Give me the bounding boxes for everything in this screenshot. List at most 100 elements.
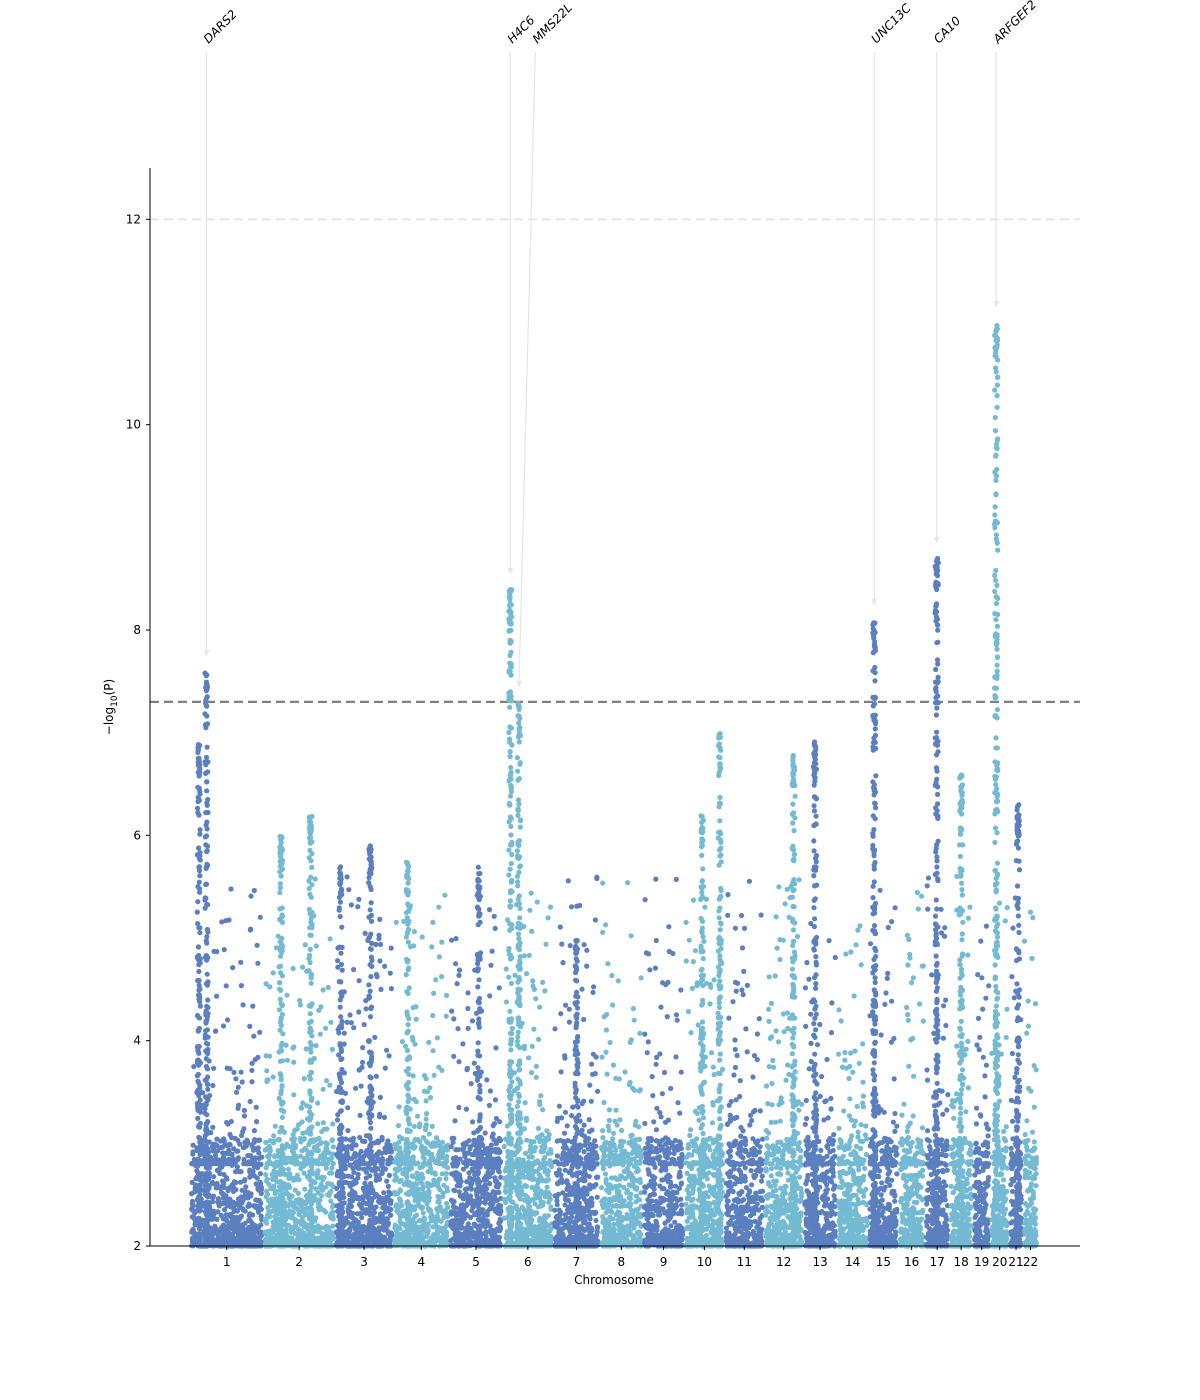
- snp-point: [330, 1121, 336, 1127]
- snp-point: [392, 1166, 398, 1172]
- snp-point: [233, 1179, 239, 1186]
- snp-point: [270, 970, 276, 976]
- snp-point: [329, 1165, 335, 1171]
- snp-point: [487, 993, 493, 999]
- snp-point: [286, 1166, 292, 1172]
- snp-point: [426, 1131, 432, 1137]
- snp-point: [295, 1219, 302, 1225]
- snp-point: [425, 1169, 431, 1175]
- snp-point: [241, 1107, 247, 1113]
- snp-point: [545, 1190, 552, 1196]
- snp-point: [221, 1184, 227, 1190]
- significance-lines: [150, 218, 1080, 703]
- snp-point: [328, 1156, 334, 1163]
- snp-point: [358, 1083, 364, 1089]
- snp-point: [483, 1173, 489, 1179]
- snp-point: [249, 1060, 255, 1066]
- snp-point: [214, 1136, 220, 1142]
- snp-point: [348, 1020, 354, 1026]
- snp-point: [255, 1209, 262, 1215]
- snp-point: [453, 1237, 459, 1243]
- snp-point: [420, 1154, 426, 1160]
- snp-point: [268, 1196, 274, 1202]
- snp-point: [581, 1214, 587, 1220]
- snp-point: [285, 1203, 291, 1209]
- snp-point: [335, 958, 341, 964]
- snp-point: [426, 1207, 432, 1213]
- snp-point: [242, 1229, 248, 1235]
- snp-point: [258, 1229, 264, 1235]
- snp-point: [347, 1012, 353, 1018]
- snp-point: [330, 1223, 336, 1229]
- snp-point: [470, 1119, 476, 1125]
- snp-point: [247, 1174, 253, 1180]
- snp-point: [535, 1125, 542, 1131]
- snp-point: [256, 1235, 262, 1241]
- snp-point: [347, 1162, 353, 1168]
- snp-point: [266, 1154, 272, 1160]
- snp-point: [547, 904, 554, 910]
- snp-point: [392, 1225, 398, 1231]
- snp-point: [579, 1127, 585, 1133]
- snp-point: [323, 1078, 330, 1084]
- snp-point: [417, 1234, 423, 1240]
- snp-point: [266, 1181, 272, 1187]
- snp-point: [461, 1206, 467, 1212]
- snp-point: [624, 1216, 630, 1222]
- snp-point: [463, 1191, 469, 1197]
- snp-point: [240, 1207, 246, 1213]
- snp-point: [533, 1074, 539, 1080]
- snp-point: [296, 1122, 302, 1128]
- snp-point: [206, 1139, 212, 1145]
- snp-point: [428, 1143, 434, 1149]
- snp-point: [329, 1046, 335, 1052]
- snp-point: [247, 1170, 253, 1176]
- snp-point: [467, 1160, 473, 1166]
- snp-point: [245, 1234, 252, 1240]
- snp-point: [359, 1215, 365, 1221]
- snp-point: [425, 1228, 431, 1234]
- snp-point: [292, 1230, 298, 1236]
- snp-point: [270, 1074, 276, 1080]
- snp-point: [462, 1214, 468, 1220]
- snp-point: [224, 1119, 230, 1126]
- snp-point: [590, 989, 596, 996]
- snp-point: [212, 1223, 218, 1229]
- snp-point: [537, 1195, 543, 1201]
- snp-point: [373, 941, 379, 948]
- snp-point: [197, 930, 203, 936]
- snp-point: [537, 1133, 543, 1139]
- snp-point: [231, 1186, 237, 1192]
- snp-point: [350, 1138, 356, 1144]
- snp-point: [329, 1137, 335, 1143]
- snp-point: [552, 1159, 559, 1165]
- snp-point: [315, 1168, 321, 1174]
- snp-point: [588, 1161, 594, 1167]
- snp-point: [426, 1188, 432, 1195]
- snp-point: [264, 1191, 271, 1197]
- snp-point: [602, 1171, 609, 1177]
- snp-point: [257, 1029, 263, 1035]
- snp-point: [353, 1180, 359, 1186]
- snp-point: [465, 1221, 471, 1227]
- snp-point: [189, 1179, 195, 1185]
- snp-point: [594, 1194, 600, 1200]
- snp-point: [248, 893, 254, 899]
- snp-point: [560, 1226, 566, 1232]
- snp-point: [593, 1209, 599, 1215]
- snp-point: [600, 880, 606, 886]
- snp-point: [533, 1063, 540, 1069]
- snp-point: [225, 1017, 231, 1023]
- snp-point: [464, 1067, 470, 1073]
- snp-point: [356, 1067, 363, 1073]
- snp-point: [224, 1176, 230, 1182]
- snp-point: [459, 1219, 465, 1225]
- snp-point: [413, 1099, 419, 1105]
- snp-point: [552, 1026, 558, 1032]
- snp-point: [593, 1217, 599, 1224]
- snp-point: [264, 1068, 270, 1074]
- snp-point: [580, 1193, 586, 1200]
- snp-point: [254, 1224, 260, 1230]
- snp-point: [247, 1211, 253, 1217]
- snp-point: [397, 1226, 403, 1232]
